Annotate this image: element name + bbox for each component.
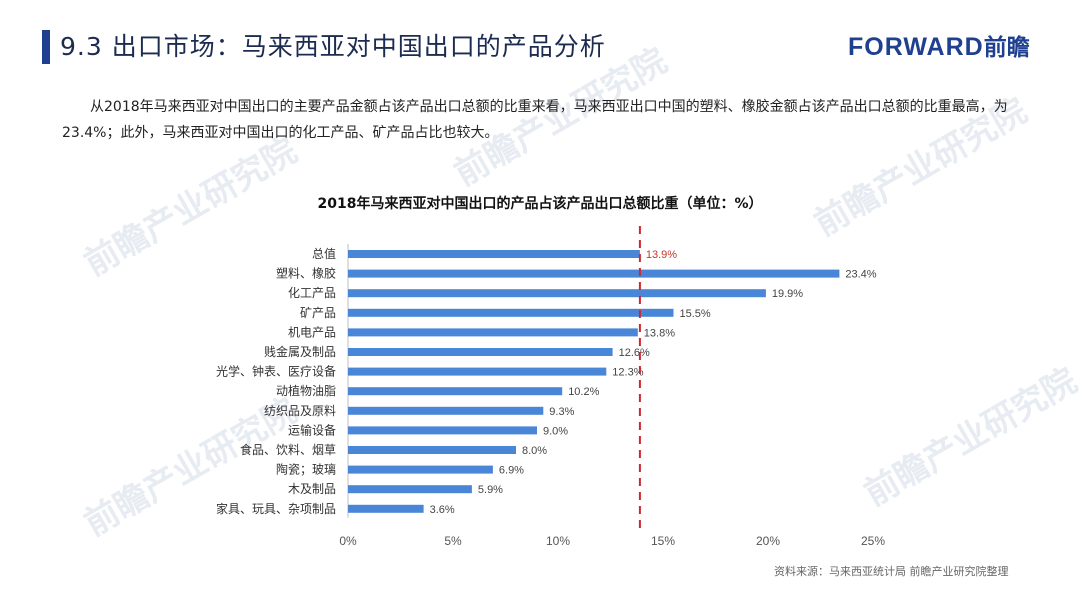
bar bbox=[348, 269, 840, 278]
x-tick-label: 25% bbox=[861, 534, 885, 548]
category-label: 食品、饮料、烟草 bbox=[240, 442, 336, 457]
page-title: 9.3 出口市场：马来西亚对中国出口的产品分析 bbox=[60, 32, 606, 61]
category-label: 木及制品 bbox=[288, 482, 336, 496]
chart-title: 2018年马来西亚对中国出口的产品占该产品出口总额比重（单位：%） bbox=[317, 196, 763, 212]
data-label: 10.2% bbox=[568, 386, 599, 398]
category-label: 光学、钟表、医疗设备 bbox=[216, 364, 336, 379]
data-label: 12.3% bbox=[612, 367, 643, 379]
forward-logo: FORWARD前瞻 bbox=[848, 31, 1030, 63]
bar bbox=[348, 250, 640, 258]
category-label: 机电产品 bbox=[288, 325, 336, 339]
bar bbox=[348, 308, 674, 317]
bar bbox=[348, 367, 607, 376]
data-label: 6.9% bbox=[499, 465, 524, 477]
bar bbox=[348, 406, 544, 415]
category-label: 家具、玩具、杂项制品 bbox=[216, 501, 336, 516]
bar bbox=[348, 504, 424, 513]
data-label: 9.0% bbox=[543, 425, 568, 437]
data-label: 8.0% bbox=[522, 445, 547, 457]
data-label: 9.3% bbox=[549, 406, 574, 418]
category-label: 塑料、橡胶 bbox=[276, 266, 336, 281]
data-label: 5.9% bbox=[478, 484, 503, 496]
x-tick-label: 0% bbox=[339, 534, 357, 548]
bar bbox=[348, 387, 563, 396]
category-label: 运输设备 bbox=[288, 422, 336, 437]
data-label: 12.6% bbox=[619, 347, 650, 359]
category-label: 纺织品及原料 bbox=[264, 404, 336, 418]
x-tick-label: 15% bbox=[651, 534, 675, 548]
category-label: 贱金属及制品 bbox=[264, 344, 336, 359]
category-label: 陶瓷；玻璃 bbox=[276, 462, 336, 477]
x-tick-label: 5% bbox=[444, 534, 462, 548]
description-paragraph: 从2018年马来西亚对中国出口的主要产品金额占该产品出口总额的比重来看，马来西亚… bbox=[62, 99, 1008, 141]
bar bbox=[348, 465, 493, 474]
title-accent-bar bbox=[42, 30, 50, 64]
bar bbox=[348, 289, 766, 298]
bar bbox=[348, 426, 537, 435]
data-label: 13.9% bbox=[646, 249, 677, 261]
bar bbox=[348, 328, 638, 337]
bar bbox=[348, 446, 516, 454]
logo-cn-text: 前瞻 bbox=[983, 35, 1030, 61]
category-label: 矿产品 bbox=[300, 306, 336, 320]
category-label: 动植物油脂 bbox=[276, 383, 336, 398]
bar bbox=[348, 348, 613, 356]
bar bbox=[348, 485, 472, 494]
data-label: 19.9% bbox=[772, 288, 803, 300]
logo-text: FORWARD bbox=[848, 33, 984, 61]
data-label: 13.8% bbox=[644, 327, 675, 339]
x-tick-label: 10% bbox=[546, 534, 570, 548]
category-label: 化工产品 bbox=[288, 286, 336, 300]
data-label: 3.6% bbox=[430, 504, 455, 516]
category-label: 总值 bbox=[312, 246, 336, 261]
data-label: 15.5% bbox=[680, 308, 711, 320]
data-label: 23.4% bbox=[845, 269, 876, 281]
x-tick-label: 20% bbox=[756, 534, 780, 548]
source-note: 资料来源：马来西亚统计局 前瞻产业研究院整理 bbox=[774, 565, 1009, 578]
